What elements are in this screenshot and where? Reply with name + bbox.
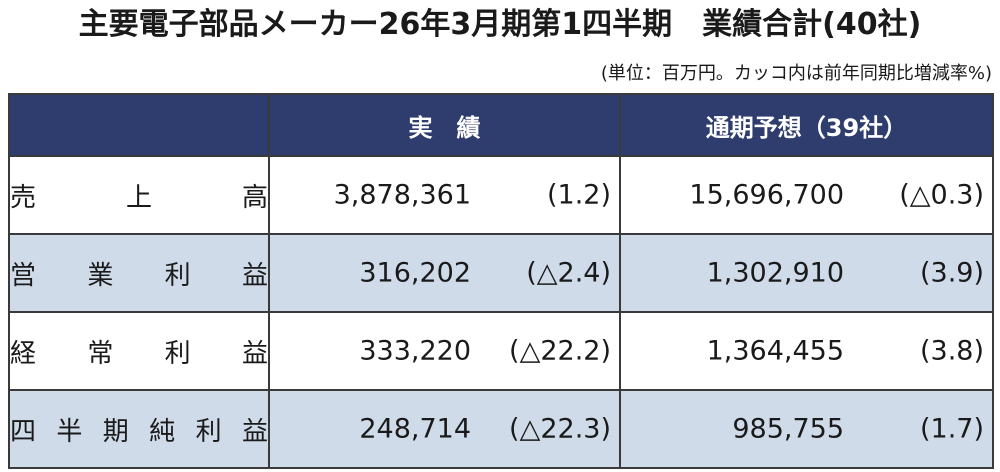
row-label-char: 高 [241,182,268,213]
row-label: 営 業 利 益 [8,233,270,313]
row-label: 経 常 利 益 [8,311,270,391]
row-label-char: 純 [149,416,176,447]
row-label-char: 上 [125,182,152,213]
row-label-char: 経 [10,338,37,369]
table-row-ordinary-profit: 経 常 利 益 333,220 (△22.2) 1,364,455 (3.8) [8,311,994,391]
results-table: 実 績 通期予想（39社） 売 上 高 3,878,361 (1.2) 15,6… [8,93,994,469]
actual-cell: 3,878,361 (1.2) [268,155,621,235]
actual-change: (△22.2) [509,335,611,367]
actual-cell: 333,220 (△22.2) [268,311,621,391]
forecast-change: (3.9) [919,257,984,289]
forecast-value: 15,696,700 [689,179,844,211]
header-actual: 実 績 [268,93,621,157]
row-label-char: 期 [102,416,129,447]
row-label-char: 売 [10,182,37,213]
row-label-char: 利 [195,416,222,447]
actual-value: 316,202 [359,257,471,289]
row-label-char: 益 [241,416,268,447]
forecast-value: 1,302,910 [706,257,844,289]
header-blank-cell [8,93,270,157]
table-row-operating-profit: 営 業 利 益 316,202 (△2.4) 1,302,910 (3.9) [8,233,994,313]
actual-value: 248,714 [359,413,471,445]
header-forecast: 通期予想（39社） [619,93,994,157]
row-label-char: 益 [241,260,268,291]
forecast-change: (3.8) [919,335,984,367]
forecast-change: (1.7) [919,413,984,445]
row-label-char: 営 [10,260,37,291]
unit-note: (単位：百万円。カッコ内は前年同期比増減率%) [600,63,992,84]
actual-change: (△2.4) [526,257,611,289]
forecast-cell: 985,755 (1.7) [619,389,994,469]
forecast-change: (△0.3) [899,179,984,211]
page-title: 主要電子部品メーカー26年3月期第1四半期 業績合計(40社) [78,7,922,42]
row-label-char: 四 [10,416,37,447]
actual-value: 333,220 [359,335,471,367]
actual-cell: 248,714 (△22.3) [268,389,621,469]
row-label-char: 利 [164,260,191,291]
row-label: 売 上 高 [8,155,270,235]
forecast-cell: 1,364,455 (3.8) [619,311,994,391]
actual-change: (1.2) [546,179,611,211]
row-label-char: 益 [241,338,268,369]
forecast-value: 1,364,455 [706,335,844,367]
row-label-char: 半 [56,416,83,447]
forecast-cell: 15,696,700 (△0.3) [619,155,994,235]
header-row: 実 績 通期予想（39社） [8,93,994,157]
forecast-value: 985,755 [732,413,844,445]
actual-cell: 316,202 (△2.4) [268,233,621,313]
row-label-char: 業 [87,260,114,291]
actual-change: (△22.3) [509,413,611,445]
actual-value: 3,878,361 [333,179,471,211]
row-label: 四 半 期 純 利 益 [8,389,270,469]
row-label-char: 利 [164,338,191,369]
table-row-sales: 売 上 高 3,878,361 (1.2) 15,696,700 (△0.3) [8,155,994,235]
row-label-char: 常 [87,338,114,369]
table-row-quarterly-net-profit: 四 半 期 純 利 益 248,714 (△22.3) 985,755 (1.7… [8,389,994,469]
forecast-cell: 1,302,910 (3.9) [619,233,994,313]
